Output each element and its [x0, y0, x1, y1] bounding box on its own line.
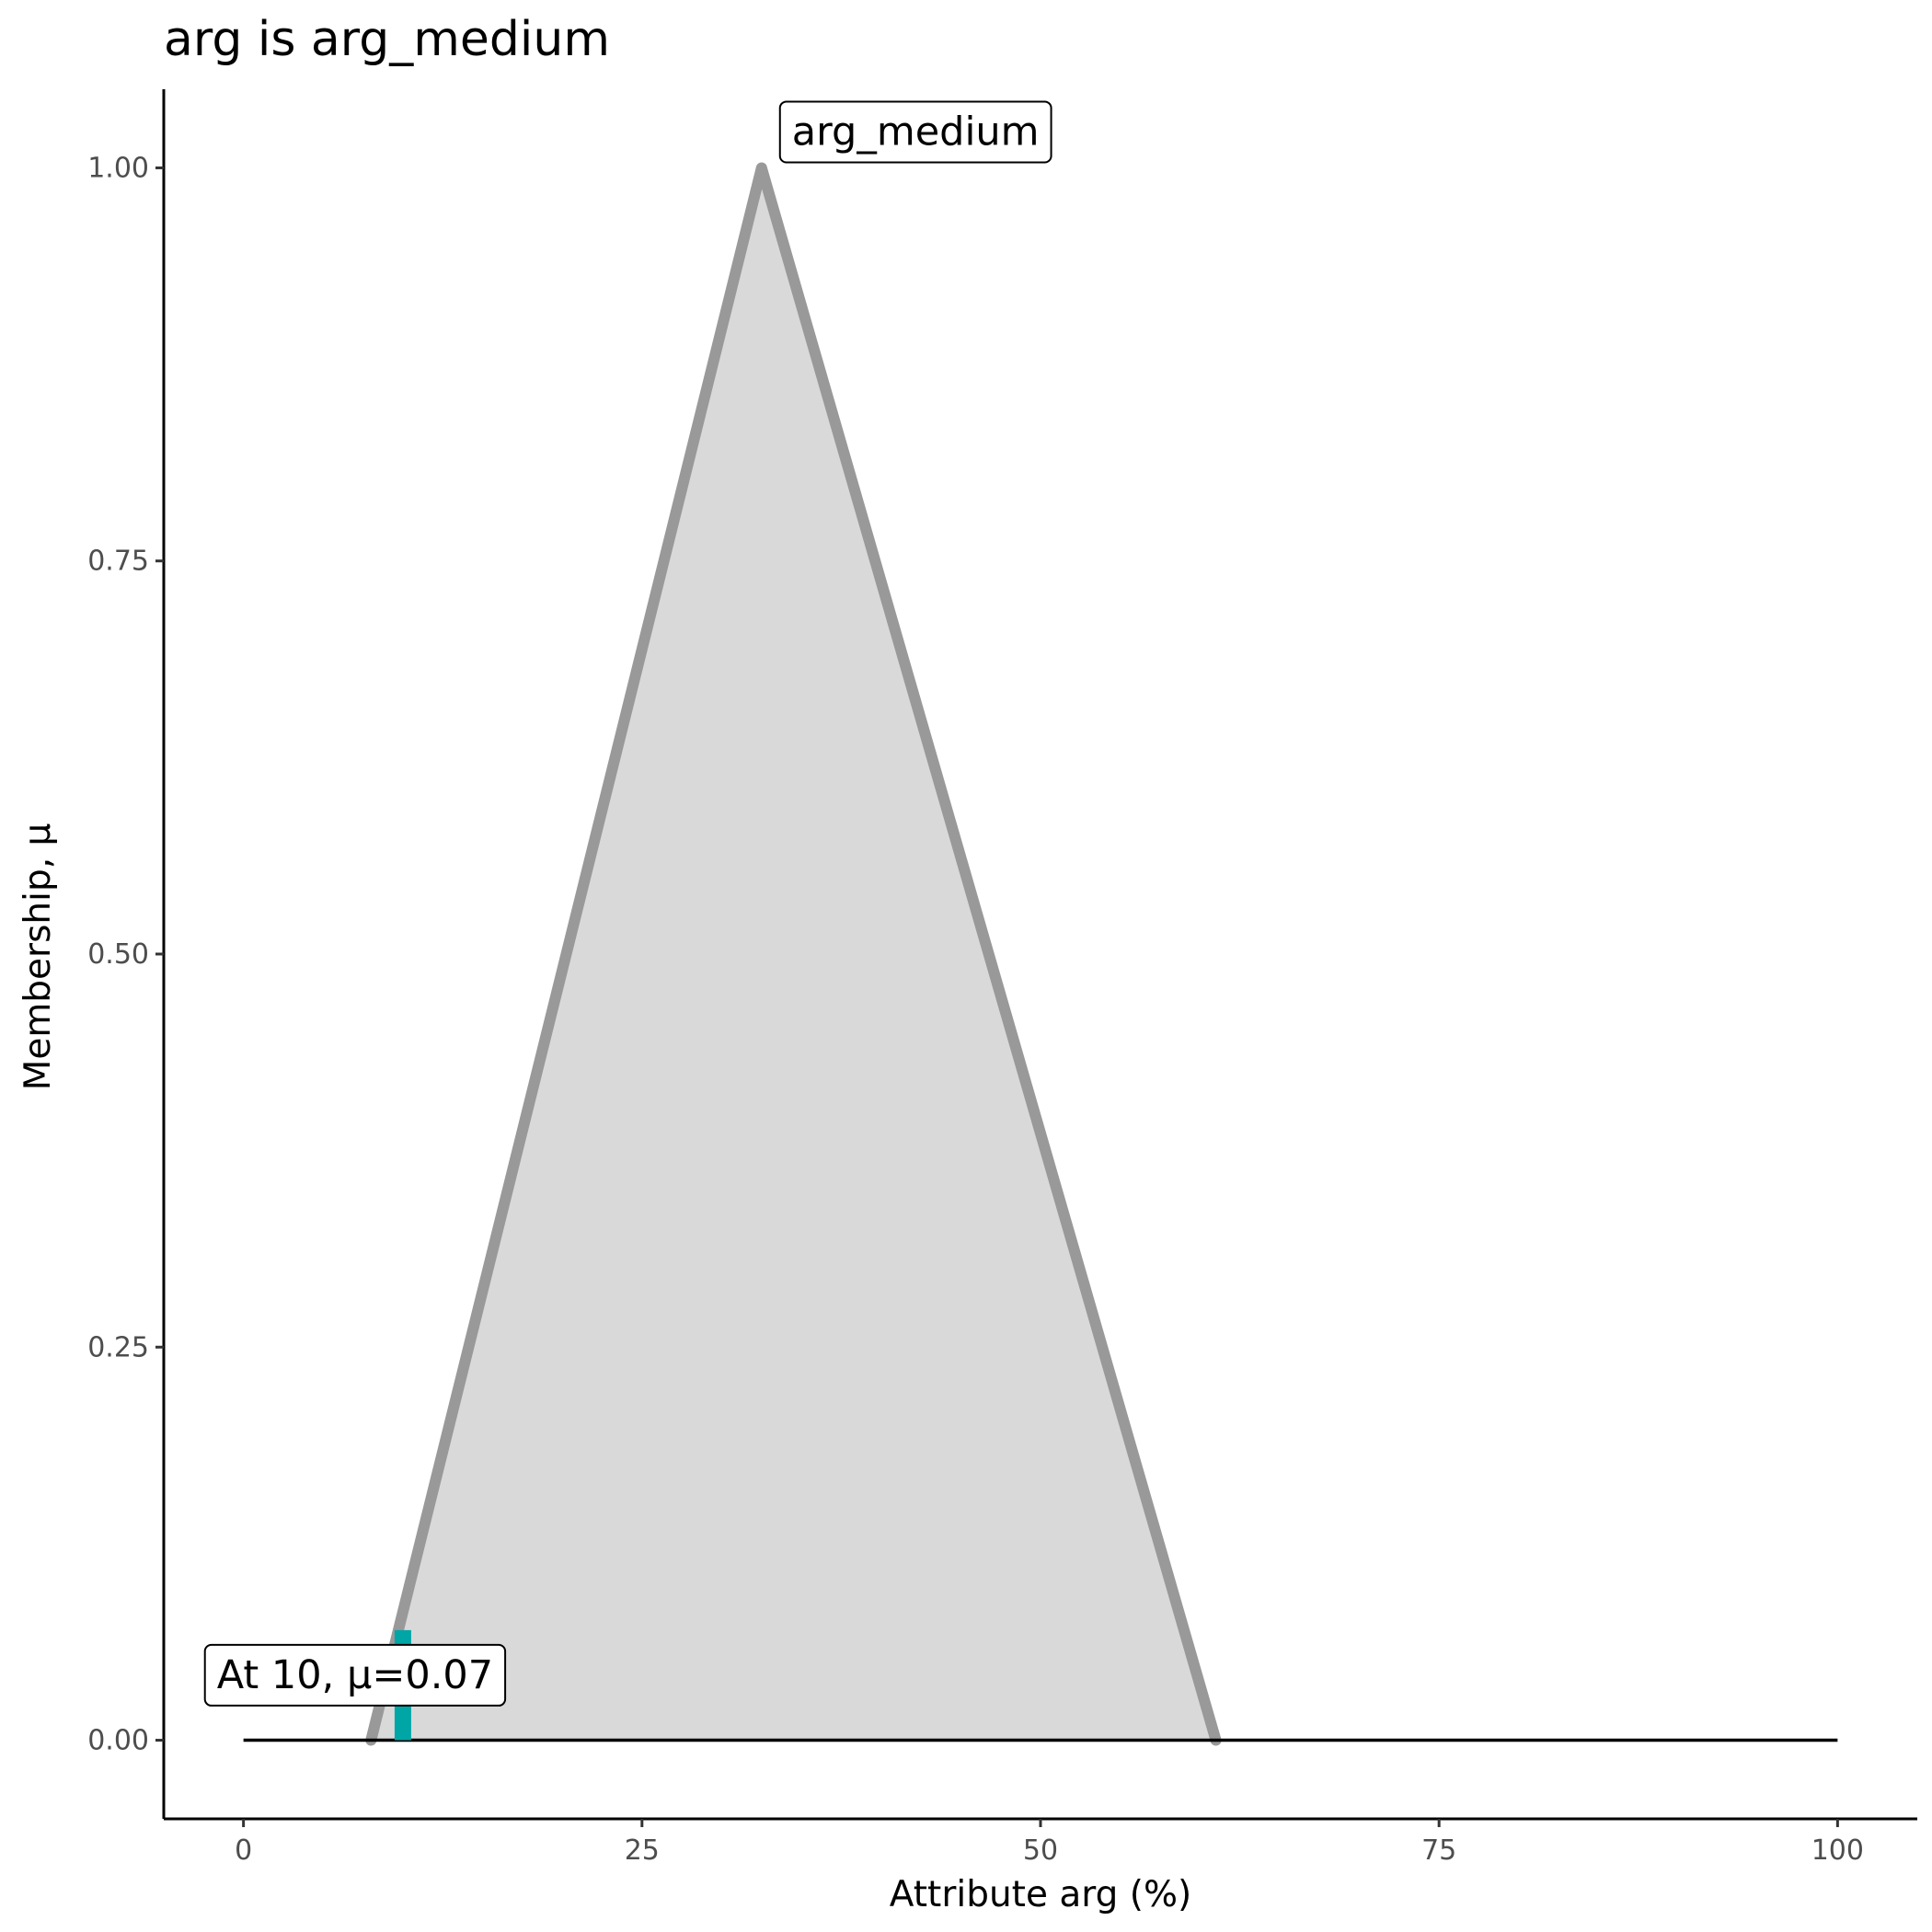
- plot-area: [243, 162, 1838, 1746]
- peak-label-text: arg_medium: [792, 109, 1040, 155]
- y-axis-title: Membership, μ: [17, 823, 59, 1091]
- evaluation-label-box: [203, 1643, 507, 1707]
- x-tick-label: 0: [235, 1834, 252, 1867]
- annotations: arg_medium At 10, μ=0.07: [203, 100, 1052, 1707]
- y-tick-label: 0.50: [87, 938, 149, 971]
- x-axis-ticks: 0 25 50 75 100: [235, 1819, 1864, 1867]
- membership-line: [365, 162, 1222, 1746]
- evaluation-label-text: At 10, μ=0.07: [217, 1652, 493, 1698]
- y-tick-label: 0.75: [87, 546, 149, 578]
- y-tick-label: 0.25: [87, 1331, 149, 1363]
- peak-label: arg_medium: [778, 100, 1052, 164]
- x-axis-title: Attribute arg (%): [890, 1874, 1192, 1915]
- x-tick-label: 100: [1811, 1834, 1864, 1867]
- x-tick-label: 25: [625, 1834, 660, 1867]
- chart-title: arg is arg_medium: [164, 12, 610, 67]
- x-tick-label: 50: [1023, 1834, 1058, 1867]
- x-tick-label: 75: [1421, 1834, 1456, 1867]
- y-tick-label: 1.00: [87, 152, 149, 184]
- evaluation-label: At 10, μ=0.07: [203, 1643, 507, 1707]
- y-axis-ticks: 0.00 0.25 0.50 0.75 1.00: [87, 152, 164, 1757]
- peak-label-box: [778, 100, 1052, 164]
- membership-area: [371, 167, 1216, 1741]
- y-tick-label: 0.00: [87, 1725, 149, 1757]
